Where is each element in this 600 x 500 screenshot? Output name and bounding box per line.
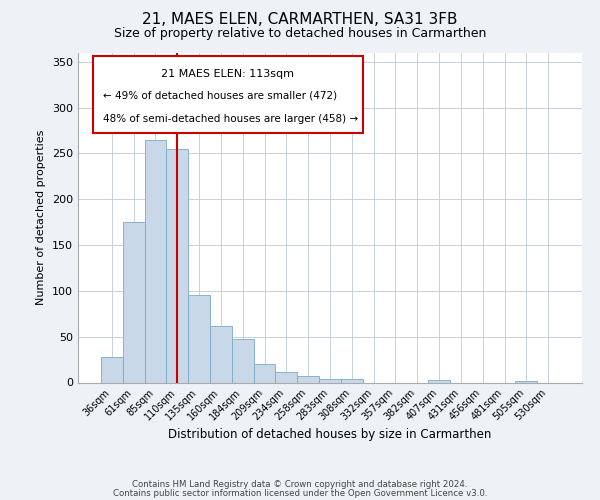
Bar xyxy=(297,376,319,382)
Bar xyxy=(341,379,363,382)
Bar xyxy=(232,338,254,382)
Text: ← 49% of detached houses are smaller (472): ← 49% of detached houses are smaller (47… xyxy=(103,90,337,101)
Text: 21 MAES ELEN: 113sqm: 21 MAES ELEN: 113sqm xyxy=(161,69,295,79)
Bar xyxy=(101,357,123,382)
Bar xyxy=(166,149,188,382)
Text: Contains HM Land Registry data © Crown copyright and database right 2024.: Contains HM Land Registry data © Crown c… xyxy=(132,480,468,489)
Y-axis label: Number of detached properties: Number of detached properties xyxy=(37,130,46,305)
Bar xyxy=(145,140,166,382)
FancyBboxPatch shape xyxy=(93,56,363,134)
Bar xyxy=(515,380,537,382)
Text: Size of property relative to detached houses in Carmarthen: Size of property relative to detached ho… xyxy=(114,28,486,40)
Text: 21, MAES ELEN, CARMARTHEN, SA31 3FB: 21, MAES ELEN, CARMARTHEN, SA31 3FB xyxy=(142,12,458,28)
Text: Contains public sector information licensed under the Open Government Licence v3: Contains public sector information licen… xyxy=(113,488,487,498)
Bar xyxy=(428,380,450,382)
Bar xyxy=(319,379,341,382)
Bar xyxy=(123,222,145,382)
Bar xyxy=(275,372,297,382)
Bar xyxy=(254,364,275,382)
Text: 48% of semi-detached houses are larger (458) →: 48% of semi-detached houses are larger (… xyxy=(103,114,358,124)
Bar xyxy=(210,326,232,382)
X-axis label: Distribution of detached houses by size in Carmarthen: Distribution of detached houses by size … xyxy=(169,428,491,441)
Bar xyxy=(188,296,210,382)
